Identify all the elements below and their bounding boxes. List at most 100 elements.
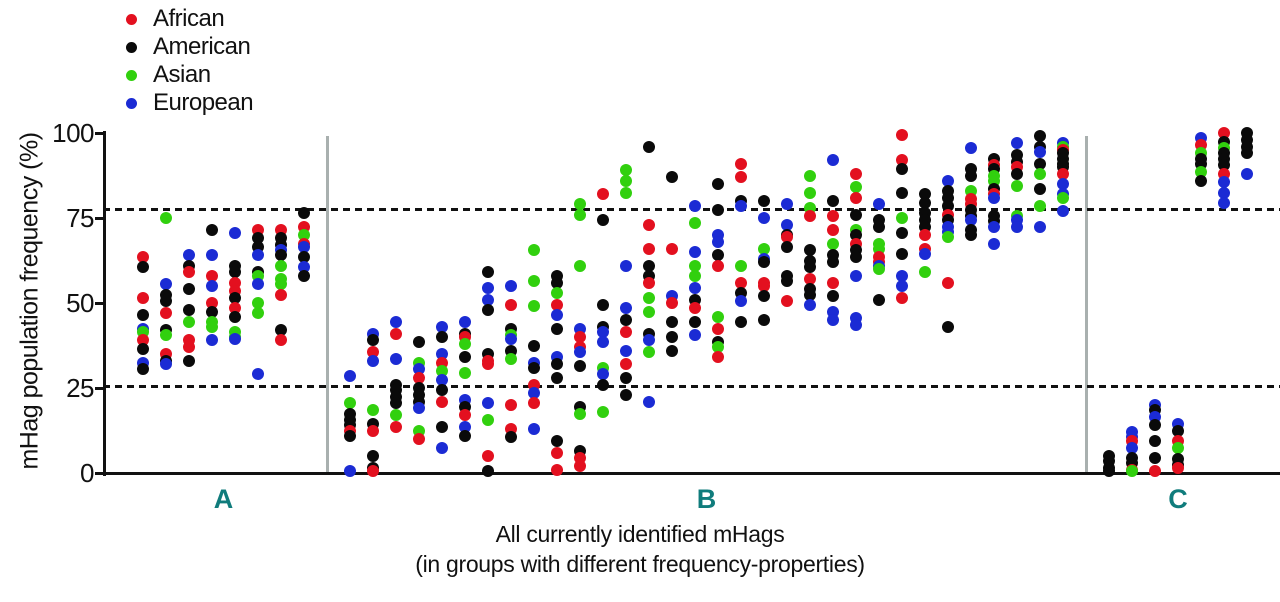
- data-point: [1218, 186, 1230, 199]
- data-point: [413, 336, 425, 349]
- data-point: [942, 276, 954, 289]
- data-point: [620, 358, 632, 371]
- data-point: [390, 353, 402, 366]
- threshold-line: [103, 385, 1280, 389]
- data-point: [229, 291, 241, 304]
- data-point: [160, 278, 172, 291]
- data-point: [482, 266, 494, 279]
- data-point: [827, 195, 839, 207]
- data-point: [137, 291, 149, 304]
- data-point: [643, 395, 655, 408]
- data-point: [206, 223, 218, 236]
- data-point: [1126, 441, 1138, 454]
- legend-item: American: [126, 33, 253, 61]
- data-point: [344, 397, 356, 410]
- data-point: [597, 405, 609, 418]
- data-point: [850, 208, 862, 221]
- data-point: [206, 334, 218, 347]
- legend-label: American: [153, 33, 251, 60]
- data-point: [229, 310, 241, 323]
- data-point: [620, 186, 632, 199]
- data-point: [551, 446, 563, 459]
- y-axis-line: [103, 131, 106, 476]
- data-point: [206, 320, 218, 333]
- data-point: [459, 409, 471, 422]
- data-point: [275, 249, 287, 262]
- legend-item: European: [126, 89, 254, 117]
- data-point: [482, 414, 494, 427]
- data-point: [252, 278, 264, 291]
- data-point: [183, 354, 195, 367]
- data-point: [712, 351, 724, 364]
- data-point: [1034, 220, 1046, 233]
- y-tick: [95, 471, 104, 475]
- data-point: [804, 244, 816, 257]
- data-point: [183, 315, 195, 328]
- data-point: [850, 181, 862, 194]
- data-point: [436, 441, 448, 454]
- data-point: [1057, 191, 1069, 204]
- data-point: [712, 235, 724, 248]
- data-point: [574, 346, 586, 359]
- data-point: [735, 171, 747, 184]
- data-point: [1241, 167, 1253, 180]
- legend-label: Asian: [153, 61, 211, 88]
- data-point: [597, 378, 609, 391]
- data-point: [781, 198, 793, 211]
- data-point: [850, 167, 862, 180]
- data-point: [528, 244, 540, 257]
- data-point: [482, 397, 494, 410]
- data-point: [183, 266, 195, 279]
- data-point: [436, 320, 448, 333]
- data-point: [390, 315, 402, 328]
- legend-label: European: [153, 89, 254, 116]
- data-point: [390, 327, 402, 340]
- data-point: [252, 368, 264, 381]
- data-point: [597, 325, 609, 338]
- data-point: [1057, 167, 1069, 180]
- data-point: [528, 339, 540, 352]
- data-point: [735, 315, 747, 328]
- data-point: [482, 358, 494, 371]
- data-point: [643, 242, 655, 255]
- data-point: [505, 298, 517, 311]
- data-point: [712, 203, 724, 216]
- data-point: [666, 297, 678, 309]
- data-point: [689, 200, 701, 213]
- data-point: [1011, 220, 1023, 233]
- data-point: [689, 269, 701, 282]
- data-point: [597, 188, 609, 201]
- data-point: [1103, 465, 1115, 478]
- data-point: [1057, 205, 1069, 218]
- data-point: [413, 433, 425, 445]
- data-point: [643, 140, 655, 153]
- data-point: [712, 341, 724, 354]
- legend: African American Asian European: [126, 5, 254, 117]
- data-point: [298, 240, 310, 253]
- data-point: [1218, 196, 1230, 209]
- data-point: [344, 429, 356, 442]
- data-point: [758, 242, 770, 255]
- data-point: [436, 395, 448, 408]
- data-point: [712, 178, 724, 190]
- data-point: [229, 227, 241, 240]
- group-label: C: [1168, 484, 1188, 514]
- data-point: [620, 344, 632, 357]
- data-point: [1011, 167, 1023, 180]
- data-point: [482, 281, 494, 294]
- data-point: [620, 164, 632, 177]
- data-point: [804, 169, 816, 182]
- y-tick: [95, 301, 104, 305]
- data-point: [1126, 465, 1138, 478]
- data-point: [965, 169, 977, 182]
- data-point: [206, 249, 218, 262]
- data-point: [643, 305, 655, 318]
- data-point: [1172, 461, 1184, 474]
- data-point: [206, 305, 218, 318]
- data-point: [229, 332, 241, 345]
- data-point: [942, 320, 954, 333]
- x-axis-title-line1: All currently identified mHags: [495, 521, 785, 547]
- group-label: B: [696, 484, 717, 514]
- data-point: [758, 280, 770, 292]
- data-point: [827, 290, 839, 303]
